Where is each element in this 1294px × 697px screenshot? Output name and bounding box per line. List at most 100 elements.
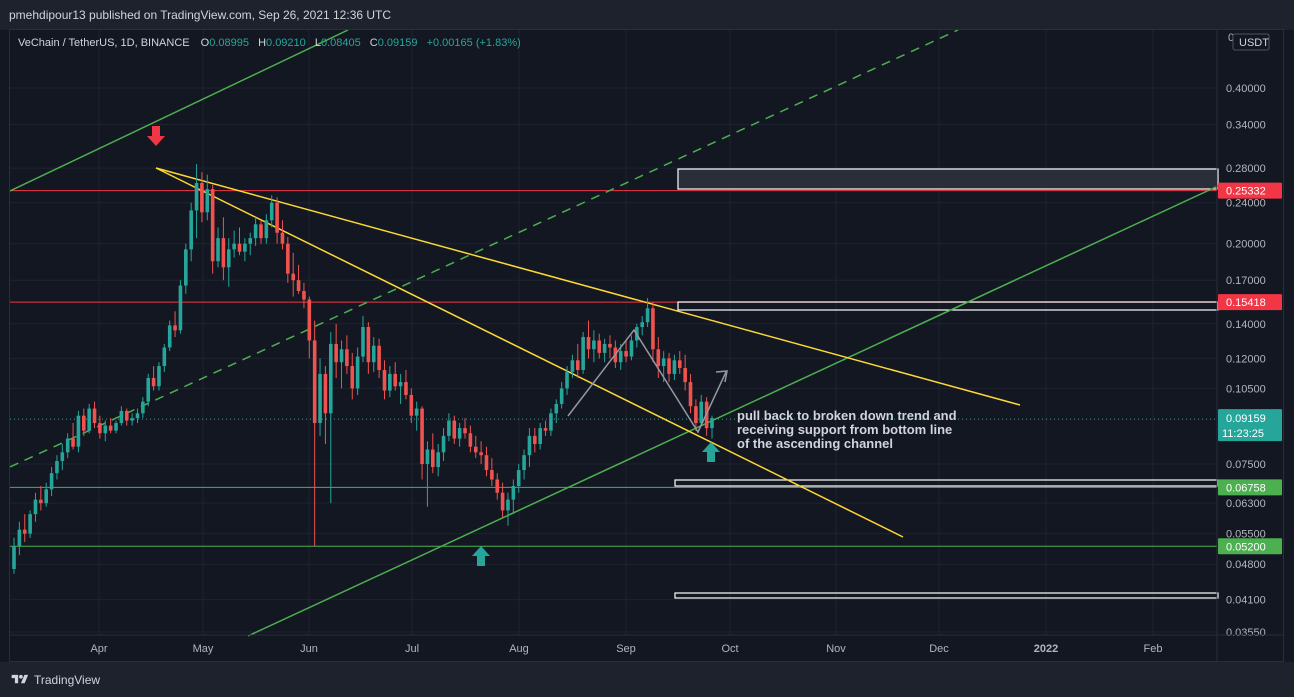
candle-body bbox=[259, 224, 263, 239]
candle-body bbox=[65, 438, 70, 453]
projected-path-arrowhead-icon bbox=[715, 370, 728, 383]
candle-body bbox=[597, 340, 602, 353]
tradingview-logo-icon bbox=[11, 674, 29, 684]
x-tick-label: Dec bbox=[929, 643, 949, 655]
candle-body bbox=[275, 202, 279, 233]
symbol-line: VeChain / TetherUS, 1D, BINANCE bbox=[18, 37, 190, 49]
candle-body bbox=[243, 243, 247, 252]
zone-box bbox=[677, 301, 1219, 311]
up-arrow-icon bbox=[702, 442, 720, 462]
candle-body bbox=[602, 343, 607, 353]
candle-body bbox=[200, 183, 204, 213]
candle-body bbox=[592, 340, 596, 350]
candle-body bbox=[194, 183, 199, 211]
candle-body bbox=[286, 243, 290, 274]
candle-body bbox=[76, 415, 81, 447]
chart-area[interactable]: 0.40000 0.34000 0.28000 0.24000 0.20000 0.170… bbox=[9, 29, 1284, 662]
x-tick-label: Jun bbox=[300, 643, 318, 655]
candle-body bbox=[409, 394, 414, 416]
publisher-line: pmehdipour13 published on TradingView.co… bbox=[9, 8, 392, 22]
annotation-line: pull back to broken down trend and bbox=[737, 408, 957, 423]
x-tick-label: Nov bbox=[826, 643, 846, 655]
candle-body bbox=[253, 224, 258, 239]
candle-body bbox=[645, 308, 650, 323]
trend-lines bbox=[155, 167, 1021, 538]
y-tick-label: 0.34000 bbox=[1226, 120, 1266, 132]
y-tick-label: 0.17000 bbox=[1226, 275, 1266, 287]
candle-body bbox=[640, 322, 644, 328]
candle-body bbox=[404, 382, 408, 395]
currency-badge[interactable]: 0 USDT bbox=[1228, 32, 1270, 51]
candle-body bbox=[565, 371, 569, 389]
price-label-box bbox=[1218, 182, 1282, 199]
candle-body bbox=[710, 418, 714, 429]
last-price-box bbox=[1218, 409, 1282, 442]
candle-body bbox=[420, 408, 424, 464]
symbol-legend: VeChain / TetherUS, 1D, BINANCE O0.08995… bbox=[18, 37, 521, 49]
candle-body bbox=[511, 486, 516, 500]
y-axis-truncated-label: 0 bbox=[1228, 32, 1234, 44]
candle-body bbox=[688, 382, 693, 407]
candle-body bbox=[506, 499, 510, 511]
candle-body bbox=[221, 238, 226, 268]
candle-body bbox=[527, 435, 532, 456]
candle-body bbox=[302, 291, 306, 300]
candle-body bbox=[495, 479, 500, 493]
candle-body bbox=[237, 243, 242, 252]
footer-bar: TradingView bbox=[0, 662, 1294, 697]
candle-body bbox=[205, 189, 210, 213]
ohlc-open: 0.08995 bbox=[209, 37, 249, 49]
x-tick-label: Oct bbox=[721, 643, 738, 655]
candle-body bbox=[683, 367, 687, 383]
candle-body bbox=[479, 452, 483, 456]
candle-body bbox=[151, 377, 156, 387]
candle-body bbox=[334, 343, 338, 363]
candle-body bbox=[248, 238, 253, 244]
candle-body bbox=[216, 238, 220, 262]
candle-body bbox=[119, 410, 124, 424]
candle-body bbox=[124, 410, 129, 421]
candle-body bbox=[586, 337, 591, 350]
x-tick-label: Jul bbox=[405, 643, 419, 655]
candle-body bbox=[484, 455, 489, 471]
price-axis[interactable]: 0.40000 0.34000 0.28000 0.24000 0.20000 0.170… bbox=[1216, 30, 1282, 661]
candle-body bbox=[339, 349, 344, 363]
ohlc-c-label: C bbox=[370, 37, 378, 49]
price-label-box bbox=[1218, 294, 1282, 311]
candle-body bbox=[307, 299, 312, 341]
candle-body bbox=[463, 428, 467, 434]
candle-body bbox=[452, 420, 457, 439]
y-tick-label: 0.04100 bbox=[1226, 595, 1266, 607]
candle-body bbox=[656, 349, 661, 367]
publisher-header: pmehdipour13 published on TradingView.co… bbox=[0, 0, 1294, 30]
candle-body bbox=[516, 470, 521, 487]
candle-body bbox=[570, 360, 575, 372]
y-tick-label: 0.04800 bbox=[1226, 559, 1266, 571]
candle-body bbox=[167, 325, 172, 348]
y-tick-label: 0.20000 bbox=[1226, 239, 1266, 251]
candle-body bbox=[608, 343, 612, 348]
candle-body bbox=[71, 438, 75, 447]
price-label: 0.25332 bbox=[1226, 186, 1266, 198]
ohlc-o-label: O bbox=[201, 37, 210, 49]
candle-body bbox=[226, 249, 231, 268]
candle-body bbox=[500, 492, 505, 511]
candle-body bbox=[103, 425, 108, 434]
candle-body bbox=[522, 455, 526, 471]
candle-body bbox=[22, 529, 27, 534]
candle-body bbox=[108, 425, 113, 431]
candle-body bbox=[92, 408, 97, 424]
x-tick-label: May bbox=[193, 643, 214, 655]
candle-body bbox=[82, 415, 86, 431]
channel-bottom-line bbox=[247, 185, 1219, 637]
candle-body bbox=[694, 406, 698, 424]
time-axis[interactable]: Apr May Jun Jul Aug Sep Oct Nov Dec 2022 Feb bbox=[10, 634, 1283, 655]
candle-body bbox=[232, 243, 236, 250]
countdown-label: 11:23:25 bbox=[1222, 428, 1264, 440]
candle-body bbox=[388, 373, 392, 391]
candle-body bbox=[312, 340, 317, 424]
price-chart[interactable]: 0.40000 0.34000 0.28000 0.24000 0.20000 0.170… bbox=[9, 29, 1283, 661]
zone-box bbox=[674, 592, 1219, 599]
y-tick-label: 0.05500 bbox=[1226, 529, 1266, 541]
candle-body bbox=[12, 546, 16, 569]
